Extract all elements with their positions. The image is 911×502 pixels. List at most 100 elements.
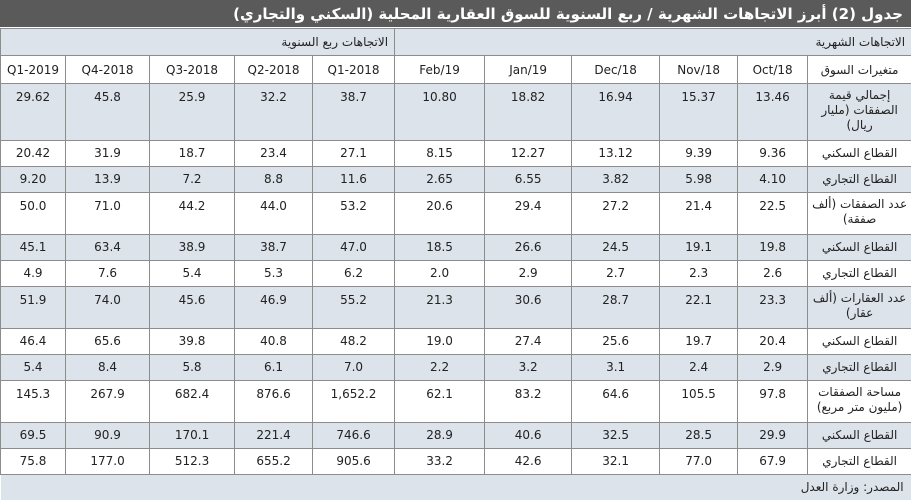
row-label: القطاع التجاري	[807, 260, 911, 287]
table-cell: 170.1	[149, 422, 236, 449]
table-cell: 38.9	[149, 234, 236, 261]
row-label: القطاع السكني	[807, 140, 911, 167]
table-row: القطاع السكني 19.8 19.1 24.5 26.6 18.5 47.0 38.…	[0, 234, 911, 261]
table-cell: 145.3	[0, 380, 67, 423]
table-cell: 64.6	[571, 380, 661, 423]
table-cell: 2.3	[659, 260, 739, 287]
table-cell: 28.9	[394, 422, 486, 449]
table-cell: 21.4	[659, 192, 739, 235]
table-cell: 31.9	[65, 140, 151, 167]
table-cell: 2.6	[737, 260, 809, 287]
table-cell: 19.8	[737, 234, 809, 261]
table-cell: 221.4	[234, 422, 314, 449]
col-header: Oct/18	[737, 55, 809, 84]
table-cell: 5.4	[0, 354, 67, 381]
table-cell: 8.8	[234, 166, 314, 193]
col-header: 2018-Q3	[149, 55, 236, 84]
table-cell: 51.9	[0, 286, 67, 329]
table-cell: 6.1	[234, 354, 314, 381]
table-cell: 67.9	[737, 448, 809, 475]
row-label: القطاع السكني	[807, 328, 911, 355]
table-cell: 65.6	[65, 328, 151, 355]
table-cell: 33.2	[394, 448, 486, 475]
row-label: مساحة الصفقات (مليون متر مربع)	[807, 380, 911, 423]
table-cell: 13.46	[737, 83, 809, 141]
table-cell: 655.2	[234, 448, 314, 475]
table-cell: 38.7	[312, 83, 396, 141]
table-cell: 74.0	[65, 286, 151, 329]
table-cell: 18.5	[394, 234, 486, 261]
table-cell: 18.7	[149, 140, 236, 167]
table-cell: 2.2	[394, 354, 486, 381]
row-label: القطاع السكني	[807, 422, 911, 449]
table-row: القطاع التجاري 2.6 2.3 2.7 2.9 2.0 6.2 5.3 5.4 7.…	[0, 260, 911, 287]
table-cell: 20.42	[0, 140, 67, 167]
table-cell: 13.12	[571, 140, 661, 167]
table-cell: 2.9	[737, 354, 809, 381]
table-cell: 2.9	[484, 260, 573, 287]
table-cell: 3.1	[571, 354, 661, 381]
table-cell: 44.0	[234, 192, 314, 235]
table-cell: 25.9	[149, 83, 236, 141]
table-cell: 97.8	[737, 380, 809, 423]
table-row: القطاع السكني 20.4 19.7 25.6 27.4 19.0 48.2 40.…	[0, 328, 911, 355]
row-label: عدد الصفقات (ألف صفقة)	[807, 192, 911, 235]
table-cell: 90.9	[65, 422, 151, 449]
table-cell: 24.5	[571, 234, 661, 261]
table-cell: 20.6	[394, 192, 486, 235]
table-row: القطاع التجاري 2.9 2.4 3.1 3.2 2.2 7.0 6.1 5.8 8.…	[0, 354, 911, 381]
table-cell: 19.0	[394, 328, 486, 355]
table-cell: 19.1	[659, 234, 739, 261]
table-cell: 8.4	[65, 354, 151, 381]
table-cell: 15.37	[659, 83, 739, 141]
table-cell: 27.1	[312, 140, 396, 167]
table-cell: 40.6	[484, 422, 573, 449]
market-trends-table: الاتجاهات الشهرية الاتجاهات ربع السنوية …	[0, 28, 911, 500]
table-cell: 9.36	[737, 140, 809, 167]
table-cell: 75.8	[0, 448, 67, 475]
col-header: 2018-Q1	[312, 55, 396, 84]
table-cell: 18.82	[484, 83, 573, 141]
table-title: جدول (2) أبرز الاتجاهات الشهرية / ربع ال…	[0, 0, 911, 28]
table-cell: 25.6	[571, 328, 661, 355]
table-cell: 26.6	[484, 234, 573, 261]
table-cell: 29.62	[0, 83, 67, 141]
col-header: Nov/18	[659, 55, 739, 84]
table-cell: 21.3	[394, 286, 486, 329]
table-row: عدد الصفقات (ألف صفقة) 22.5 21.4 27.2 29.4 20…	[0, 192, 911, 235]
table-cell: 9.20	[0, 166, 67, 193]
table-cell: 27.2	[571, 192, 661, 235]
table-cell: 71.0	[65, 192, 151, 235]
table-cell: 69.5	[0, 422, 67, 449]
table-cell: 55.2	[312, 286, 396, 329]
table-row: القطاع التجاري 67.9 77.0 32.1 42.6 33.2 905.6 6…	[0, 448, 911, 475]
row-label: القطاع التجاري	[807, 354, 911, 381]
table-cell: 63.4	[65, 234, 151, 261]
table-cell: 16.94	[571, 83, 661, 141]
table-cell: 8.15	[394, 140, 486, 167]
table-cell: 44.2	[149, 192, 236, 235]
table-cell: 105.5	[659, 380, 739, 423]
table-row: عدد العقارات (ألف عقار) 23.3 22.1 28.7 30.6 2…	[0, 286, 911, 329]
table-cell: 77.0	[659, 448, 739, 475]
col-header: 2018-Q2	[234, 55, 314, 84]
table-cell: 46.9	[234, 286, 314, 329]
table-cell: 50.0	[0, 192, 67, 235]
col-header: 2018-Q4	[65, 55, 151, 84]
row-label: القطاع التجاري	[807, 166, 911, 193]
group-monthly: الاتجاهات الشهرية	[394, 28, 911, 56]
table-cell: 746.6	[312, 422, 396, 449]
table-cell: 53.2	[312, 192, 396, 235]
table-cell: 6.2	[312, 260, 396, 287]
table-cell: 4.10	[737, 166, 809, 193]
table-cell: 5.3	[234, 260, 314, 287]
table-cell: 6.55	[484, 166, 573, 193]
table-cell: 905.6	[312, 448, 396, 475]
table-cell: 32.1	[571, 448, 661, 475]
table-cell: 40.8	[234, 328, 314, 355]
table-cell: 45.6	[149, 286, 236, 329]
table-cell: 876.6	[234, 380, 314, 423]
row-label: القطاع السكني	[807, 234, 911, 261]
col-header: Dec/18	[571, 55, 661, 84]
